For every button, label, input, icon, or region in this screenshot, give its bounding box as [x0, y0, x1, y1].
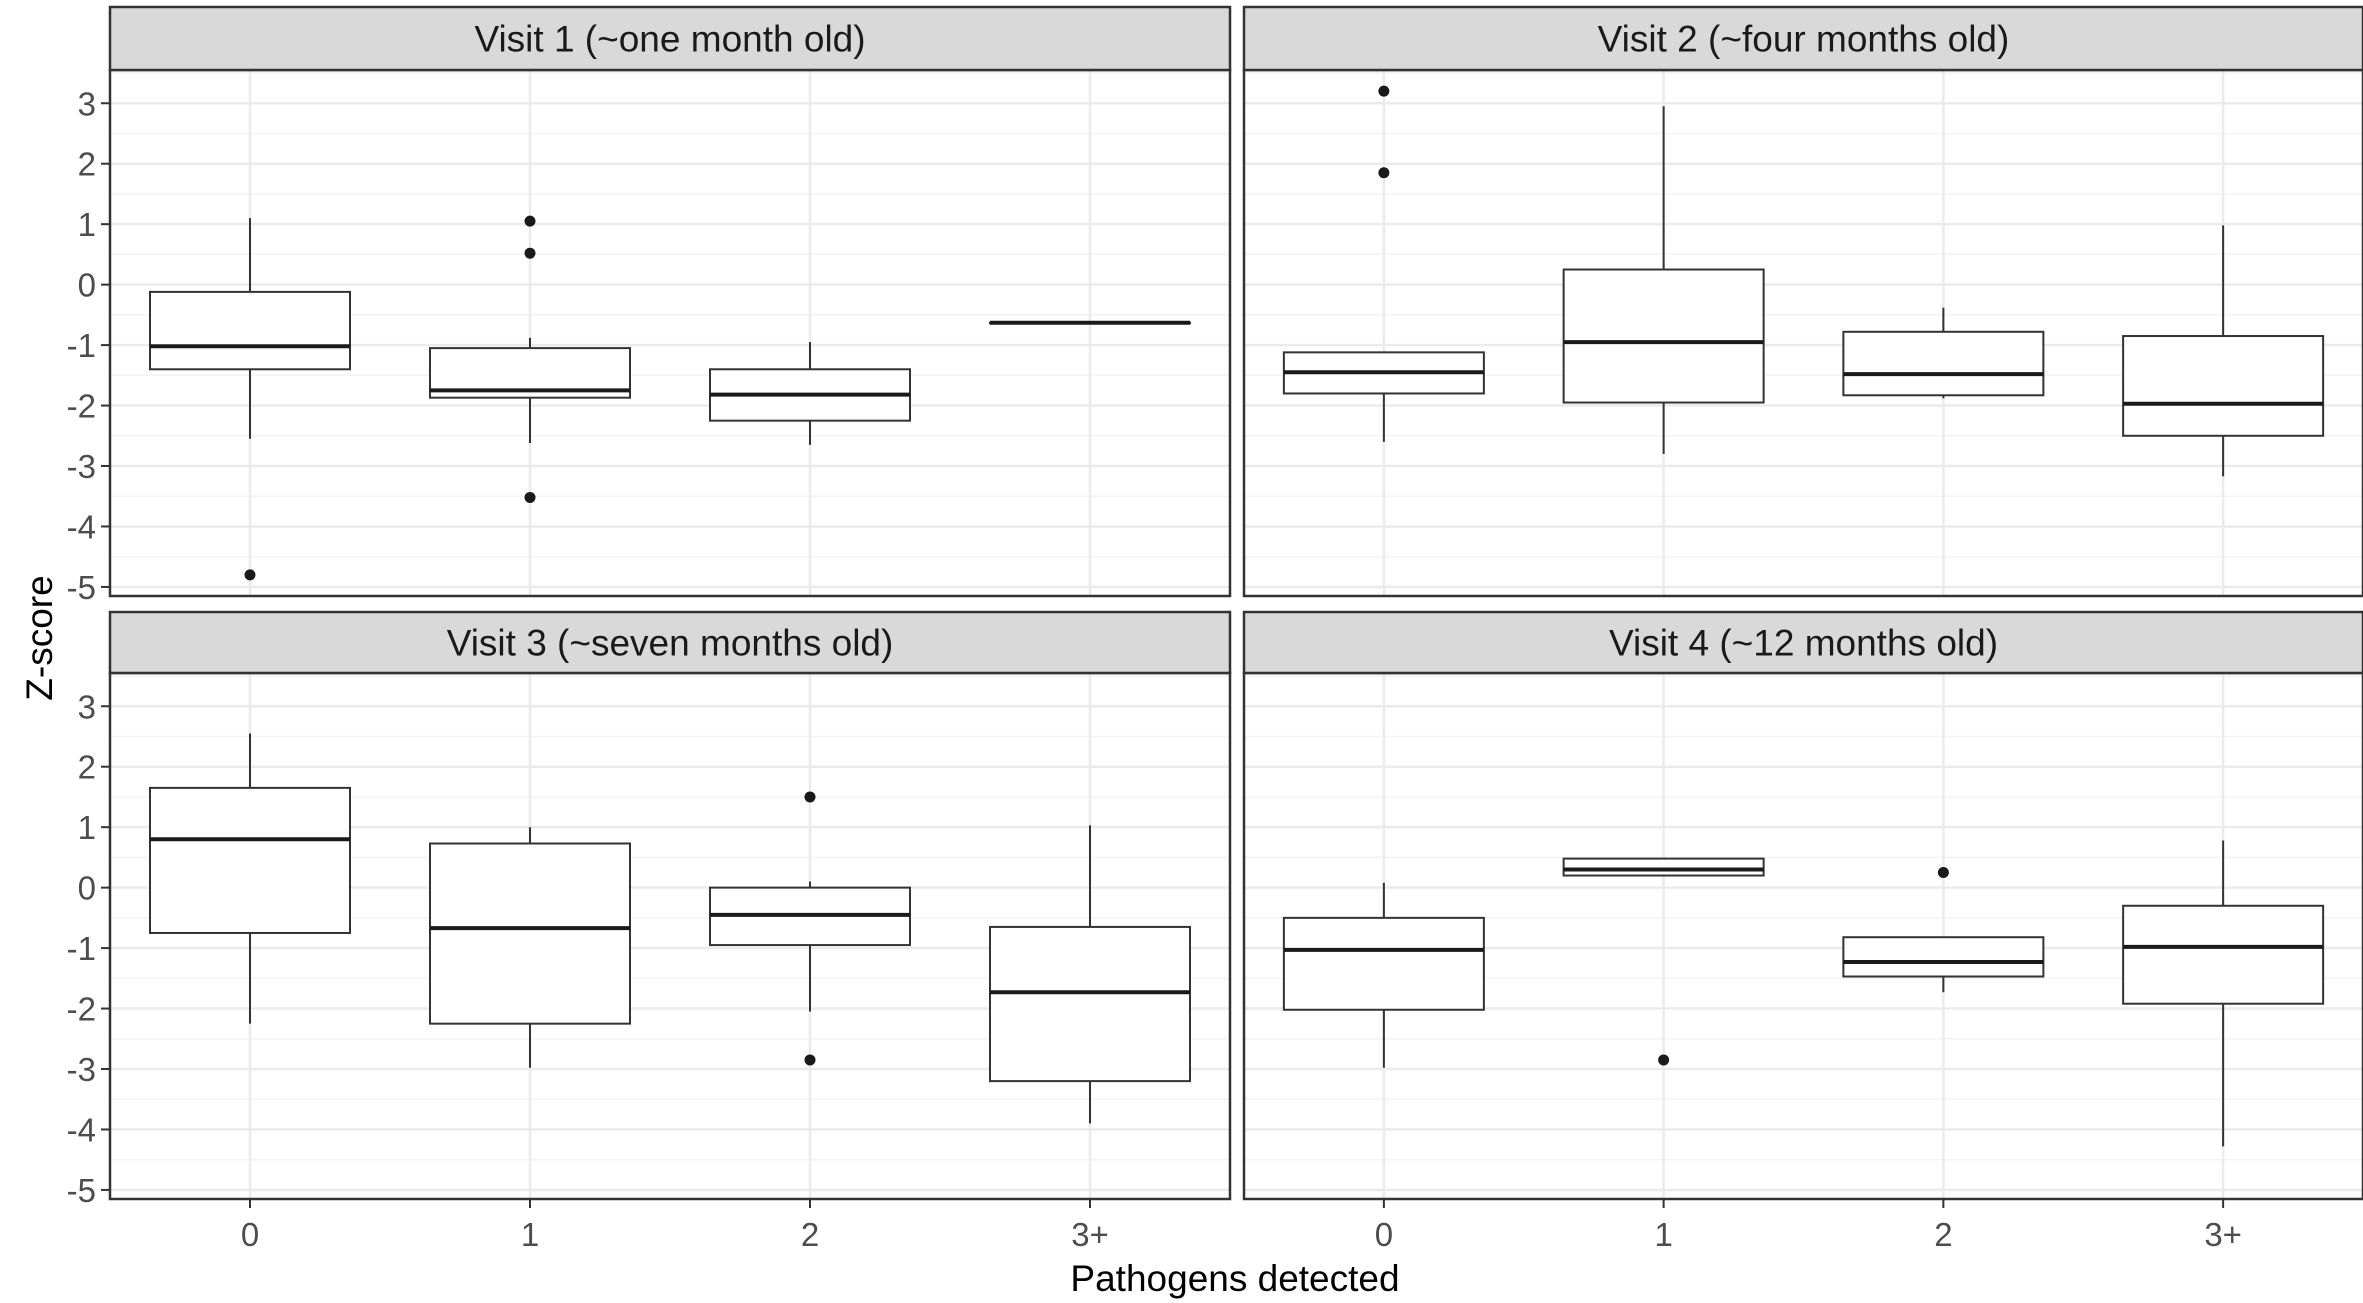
y-tick-label: -2 — [67, 991, 96, 1028]
panel-4: Visit 4 (~12 months old) 0 1 2 3+ — [1242, 610, 2363, 1253]
outlier-point — [1378, 167, 1390, 179]
x-tick-label: 0 — [1375, 1216, 1393, 1253]
outlier-point — [524, 247, 536, 259]
panel-title: Visit 2 (~four months old) — [1598, 19, 2010, 60]
y-tick-label: -3 — [67, 448, 96, 485]
y-tick-label: 3 — [78, 85, 96, 122]
box-3+ — [2122, 225, 2325, 477]
outlier-point — [804, 1054, 816, 1066]
strip-background — [1242, 5, 2363, 72]
panel-3: Visit 3 (~seven months old) -5 -4 -3 -2 -1 0 1 2… — [67, 610, 1232, 1253]
x-tick-label: 2 — [1934, 1216, 1952, 1253]
box-iqr — [1842, 330, 2045, 397]
box-iqr — [149, 290, 351, 371]
outlier-point — [524, 215, 536, 227]
box-1 — [1562, 106, 1765, 454]
panel-title: Visit 1 (~one month old) — [474, 19, 865, 60]
y-tick-label: 2 — [78, 146, 96, 183]
strip-background — [1242, 610, 2363, 675]
y-tick-label: 1 — [78, 206, 96, 243]
outlier-point — [804, 791, 816, 803]
box-iqr — [2122, 335, 2325, 437]
panel-background — [1244, 70, 2363, 596]
box-0 — [1282, 85, 1485, 442]
box-2 — [1842, 307, 2045, 399]
panel-title: Visit 3 (~seven months old) — [447, 623, 894, 664]
box-iqr — [429, 842, 631, 1025]
x-tick-label: 1 — [1654, 1216, 1672, 1253]
x-axis-title: Pathogens detected — [1070, 1258, 1399, 1299]
x-tick-label: 3+ — [2204, 1216, 2242, 1253]
y-tick-label: 0 — [78, 267, 96, 304]
y-tick-label: -4 — [67, 1111, 96, 1148]
outlier-point — [1378, 85, 1390, 97]
outlier-point — [1658, 1054, 1670, 1066]
box-0 — [149, 733, 351, 1024]
outlier-point — [524, 491, 536, 503]
x-tick-label: 2 — [801, 1216, 819, 1253]
box-2 — [709, 791, 911, 1066]
box-3+ — [989, 825, 1191, 1124]
panel-2: Visit 2 (~four months old) — [1242, 5, 2363, 598]
box-iqr — [1842, 936, 2045, 978]
x-tick-label: 3+ — [1071, 1216, 1109, 1253]
box-3+ — [2122, 840, 2325, 1147]
y-tick-label: 3 — [78, 688, 96, 725]
box-iqr — [1282, 916, 1485, 1011]
outlier-point — [1937, 867, 1949, 879]
panel-1: Visit 1 (~one month old) -5 -4 -3 -2 -1 0 1 2 3 — [67, 5, 1232, 606]
y-tick-label: -5 — [67, 1172, 96, 1209]
x-tick-label: 0 — [241, 1216, 259, 1253]
box-0 — [1282, 882, 1485, 1068]
panels-layer: Visit 1 (~one month old)-5-4-3-2-10123Vi… — [67, 5, 2363, 1253]
box-iqr — [149, 786, 351, 934]
outlier-point — [244, 569, 256, 581]
box-3+ — [989, 320, 1191, 325]
y-tick-label: -1 — [67, 327, 96, 364]
box-2 — [709, 342, 911, 445]
box-2 — [1842, 867, 2045, 993]
y-tick-label: 0 — [78, 870, 96, 907]
y-tick-label: -1 — [67, 930, 96, 967]
box-iqr — [989, 925, 1191, 1083]
box-1 — [1562, 857, 1765, 1066]
panel-title: Visit 4 (~12 months old) — [1609, 623, 1998, 664]
y-tick-label: 2 — [78, 749, 96, 786]
box-1 — [429, 827, 631, 1068]
box-iqr — [2122, 904, 2325, 1005]
box-iqr — [1562, 857, 1765, 877]
box-iqr — [1562, 268, 1765, 404]
y-tick-label: -4 — [67, 508, 96, 545]
y-tick-label: -2 — [67, 388, 96, 425]
box-1 — [429, 215, 631, 503]
x-tick-label: 1 — [521, 1216, 539, 1253]
strip-background — [108, 610, 1232, 675]
box-0 — [149, 218, 351, 581]
y-axis-title: Z-score — [19, 575, 60, 700]
y-tick-label: -5 — [67, 569, 96, 606]
y-tick-label: 1 — [78, 809, 96, 846]
strip-background — [108, 5, 1232, 72]
y-tick-label: -3 — [67, 1051, 96, 1088]
